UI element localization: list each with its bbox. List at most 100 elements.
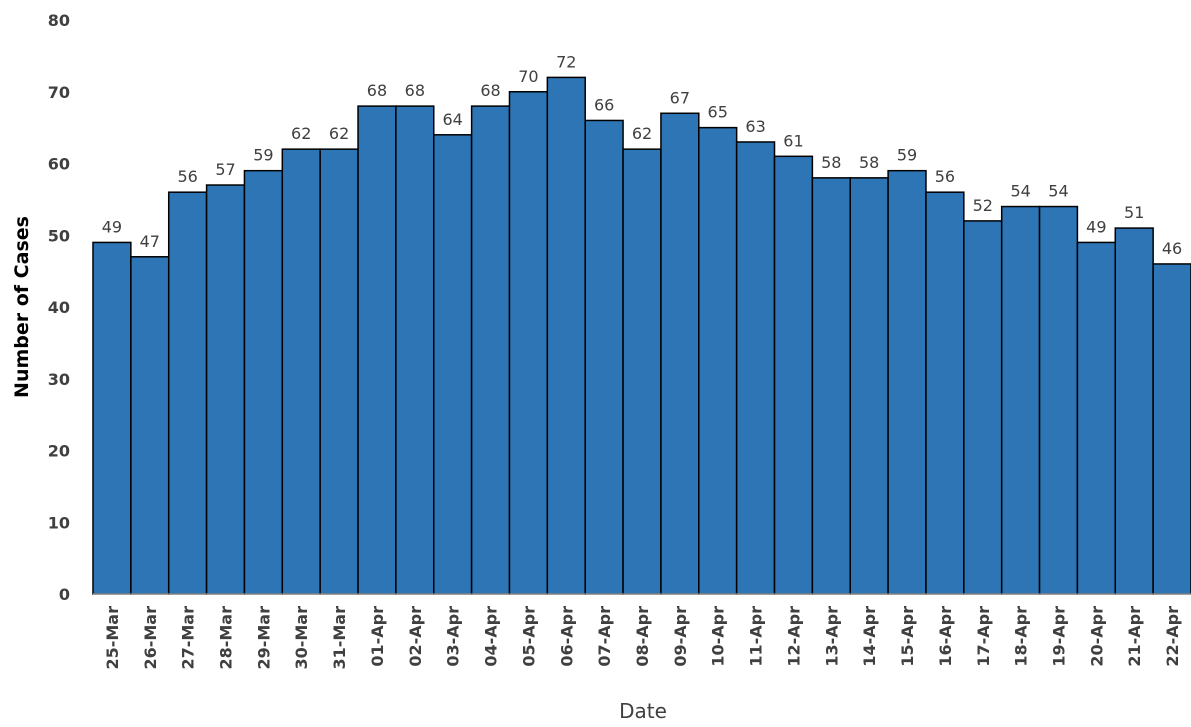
x-tick-label: 19-Apr (1049, 606, 1068, 667)
bar (470, 105, 511, 595)
bar (811, 177, 851, 595)
data-label: 56 (177, 167, 197, 186)
bar (433, 134, 473, 595)
bar (130, 256, 170, 595)
data-label: 68 (405, 81, 425, 100)
data-label: 47 (140, 232, 160, 251)
bar (319, 148, 359, 595)
data-label: 65 (708, 103, 728, 122)
bar (1000, 205, 1041, 595)
x-tick-label: 14-Apr (860, 606, 879, 667)
data-label: 72 (556, 52, 576, 71)
x-tick-label: 15-Apr (898, 606, 917, 667)
x-tick-label: 13-Apr (822, 606, 841, 667)
x-tick-label: 29-Mar (254, 606, 273, 670)
x-tick-label: 17-Apr (974, 606, 993, 667)
data-label: 58 (859, 153, 879, 172)
bar (1038, 205, 1079, 595)
x-tick-label: 25-Mar (103, 606, 122, 670)
bars (92, 76, 1191, 595)
x-tick-label: 22-Apr (1163, 606, 1182, 667)
y-tick-label: 40 (48, 298, 70, 317)
bar (622, 148, 662, 595)
y-tick-label: 30 (48, 370, 70, 389)
bar (660, 112, 700, 595)
data-label: 68 (367, 81, 387, 100)
bar (584, 119, 624, 595)
x-tick-label: 18-Apr (1012, 606, 1031, 667)
x-tick-label: 21-Apr (1125, 606, 1144, 667)
data-label: 52 (973, 196, 993, 215)
x-tick-label: 01-Apr (368, 606, 387, 667)
data-label: 67 (670, 88, 690, 107)
x-tick-label: 09-Apr (671, 606, 690, 667)
x-tick-label: 30-Mar (292, 606, 311, 670)
y-tick-label: 10 (48, 513, 70, 532)
bar (1076, 241, 1117, 595)
x-tick-label: 10-Apr (709, 606, 728, 667)
y-tick-label: 0 (59, 585, 70, 604)
data-label: 62 (632, 124, 652, 143)
bar (925, 191, 965, 595)
data-label: 66 (594, 95, 614, 114)
x-tick-label: 11-Apr (747, 606, 766, 667)
bar (243, 169, 284, 595)
bar (205, 184, 246, 595)
data-label: 62 (329, 124, 349, 143)
data-label: 62 (291, 124, 311, 143)
data-label: 46 (1162, 239, 1182, 258)
x-tick-label: 16-Apr (936, 606, 955, 667)
x-axis-ticks: 25-Mar 26-Mar 27-Mar 28-Mar 29-Mar 30-Mar 31-M… (103, 606, 1182, 670)
data-label: 68 (480, 81, 500, 100)
x-tick-label: 31-Mar (330, 606, 349, 670)
x-tick-label: 26-Mar (141, 606, 160, 670)
bar (698, 126, 738, 595)
data-label: 59 (253, 146, 273, 165)
data-label: 56 (935, 167, 955, 186)
x-tick-label: 06-Apr (557, 606, 576, 667)
x-tick-label: 08-Apr (633, 606, 652, 667)
x-tick-label: 20-Apr (1087, 606, 1106, 667)
bar (1114, 227, 1154, 595)
data-label: 61 (783, 131, 803, 150)
data-label: 57 (215, 160, 235, 179)
bar (357, 105, 397, 595)
data-label: 70 (518, 67, 538, 86)
bar (963, 220, 1003, 595)
data-label: 51 (1124, 203, 1144, 222)
y-tick-label: 80 (48, 11, 70, 30)
x-tick-label: 27-Mar (179, 606, 198, 670)
bar (508, 91, 549, 595)
y-tick-label: 70 (48, 83, 70, 102)
x-tick-label: 07-Apr (595, 606, 614, 667)
data-label: 49 (1086, 217, 1106, 236)
data-label: 54 (1048, 182, 1068, 201)
x-tick-label: 05-Apr (519, 606, 538, 667)
x-tick-label: 03-Apr (444, 606, 463, 667)
y-tick-label: 60 (48, 155, 70, 174)
data-label: 58 (821, 153, 841, 172)
data-label: 64 (443, 110, 463, 129)
bar (735, 141, 776, 595)
x-tick-label: 02-Apr (406, 606, 425, 667)
bar (546, 76, 586, 595)
x-tick-label: 04-Apr (482, 606, 501, 667)
data-label: 54 (1010, 182, 1030, 201)
x-tick-label: 28-Mar (217, 606, 236, 670)
y-axis-title: Number of Cases (11, 216, 33, 398)
bar (92, 241, 132, 595)
bar (1152, 263, 1191, 595)
y-tick-label: 50 (48, 226, 70, 245)
bar (887, 169, 927, 595)
y-axis-ticks: 0 10 20 30 40 50 60 70 80 (48, 11, 70, 604)
bar (395, 105, 435, 595)
data-labels: 49 47 56 57 59 62 62 68 68 64 68 70 72 66 62 67 65 63 61 58… (102, 52, 1182, 258)
x-tick-label: 12-Apr (784, 606, 803, 667)
bar (281, 148, 321, 595)
data-label: 49 (102, 217, 122, 236)
bar (167, 191, 208, 595)
data-label: 59 (897, 146, 917, 165)
y-tick-label: 20 (48, 442, 70, 461)
x-axis-title: Date (619, 699, 667, 723)
